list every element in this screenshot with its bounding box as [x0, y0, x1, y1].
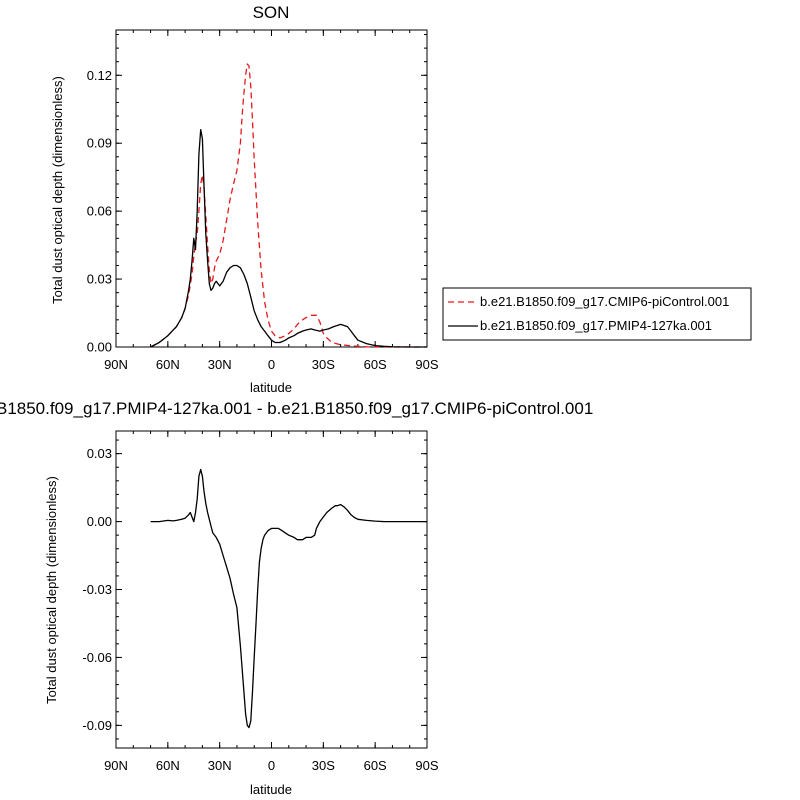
chart-title: SON — [253, 3, 290, 22]
y-tick-label: 0.12 — [87, 68, 112, 83]
x-tick-label: 90S — [415, 758, 438, 773]
x-axis-label: latitude — [250, 782, 292, 797]
y-tick-label: 0.06 — [87, 204, 112, 219]
chart-son: SON 90N 60N 30N 0 30S 60S 90S 0.00 0.03 0.06 0.09 0… — [50, 3, 752, 395]
y-tick-label: 0.03 — [87, 272, 112, 287]
plot-frame — [115, 29, 428, 348]
y-axis-label: Total dust optical depth (dimensionless) — [44, 476, 59, 704]
plot-frame — [115, 430, 428, 749]
x-tick-label: 90S — [415, 357, 438, 372]
y-tick-label: 0.09 — [87, 136, 112, 151]
chart-difference: b.e21.B1850.f09_g17.PMIP4-127ka.001 - b.… — [0, 399, 593, 797]
y-tick-label: -0.03 — [82, 582, 112, 597]
axis-ticks: 90N 60N 30N 0 30S 60S 90S 0.00 0.03 0.06 0.09 0.12 — [87, 30, 439, 372]
series-line-0 — [150, 63, 427, 348]
x-tick-label: 30S — [312, 758, 335, 773]
data-lines — [150, 468, 427, 729]
x-tick-label: 30N — [208, 758, 232, 773]
legend: b.e21.B1850.f09_g17.CMIP6-piControl.001 … — [442, 287, 752, 341]
series-line-0 — [150, 468, 427, 729]
y-axis-label: Total dust optical depth (dimensionless) — [50, 76, 65, 304]
y-tick-label: 0.03 — [87, 446, 112, 461]
x-tick-label: 0 — [268, 758, 275, 773]
legend-label-127ka: b.e21.B1850.f09_g17.PMIP4-127ka.001 — [480, 318, 712, 333]
chart-title: b.e21.B1850.f09_g17.PMIP4-127ka.001 - b.… — [0, 399, 593, 418]
x-tick-label: 90N — [104, 758, 128, 773]
x-tick-label: 30S — [312, 357, 335, 372]
y-tick-label: 0.00 — [87, 514, 112, 529]
x-tick-label: 60S — [364, 357, 387, 372]
legend-box — [442, 287, 752, 341]
y-tick-label: -0.06 — [82, 650, 112, 665]
axis-ticks: 90N 60N 30N 0 30S 60S 90S 0.03 0.00 -0.03 -0.06 -0.… — [82, 431, 439, 773]
data-lines — [150, 63, 427, 348]
y-tick-label: -0.09 — [82, 718, 112, 733]
x-tick-label: 60S — [364, 758, 387, 773]
x-tick-label: 60N — [156, 357, 180, 372]
legend-label-picontrol: b.e21.B1850.f09_g17.CMIP6-piControl.001 — [480, 294, 729, 309]
x-tick-label: 0 — [268, 357, 275, 372]
x-tick-label: 30N — [208, 357, 232, 372]
x-tick-label: 90N — [104, 357, 128, 372]
x-axis-label: latitude — [250, 380, 292, 395]
y-tick-label: 0.00 — [87, 340, 112, 355]
x-tick-label: 60N — [156, 758, 180, 773]
series-line-1 — [150, 128, 427, 348]
